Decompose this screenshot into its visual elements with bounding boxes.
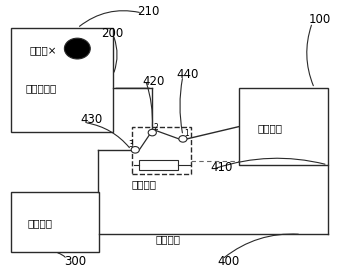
Text: 辅助电源: 辅助电源 — [27, 218, 52, 228]
Circle shape — [179, 136, 187, 142]
Text: 300: 300 — [64, 255, 86, 268]
Bar — [11, 28, 113, 132]
Bar — [132, 126, 192, 174]
Text: 440: 440 — [176, 68, 198, 81]
Text: 3: 3 — [129, 140, 133, 149]
Text: 切换开关: 切换开关 — [132, 180, 157, 189]
Text: 1: 1 — [185, 129, 189, 138]
Circle shape — [148, 129, 156, 136]
Text: 冷媒传感器: 冷媒传感器 — [25, 83, 56, 93]
Text: 210: 210 — [137, 5, 159, 18]
Bar — [11, 192, 100, 252]
Bar — [139, 160, 178, 170]
Text: 2: 2 — [154, 123, 159, 132]
Circle shape — [131, 147, 139, 153]
Text: 400: 400 — [217, 255, 239, 268]
Text: 充电回路: 充电回路 — [156, 234, 181, 244]
Bar — [239, 88, 328, 165]
Circle shape — [64, 38, 90, 59]
Text: 430: 430 — [81, 113, 103, 126]
Text: 410: 410 — [210, 161, 233, 174]
Text: 报警器×: 报警器× — [30, 45, 57, 55]
Text: 200: 200 — [101, 27, 123, 40]
Text: 420: 420 — [142, 75, 165, 88]
Text: 100: 100 — [309, 13, 331, 26]
Text: 主控制器: 主控制器 — [258, 123, 283, 133]
